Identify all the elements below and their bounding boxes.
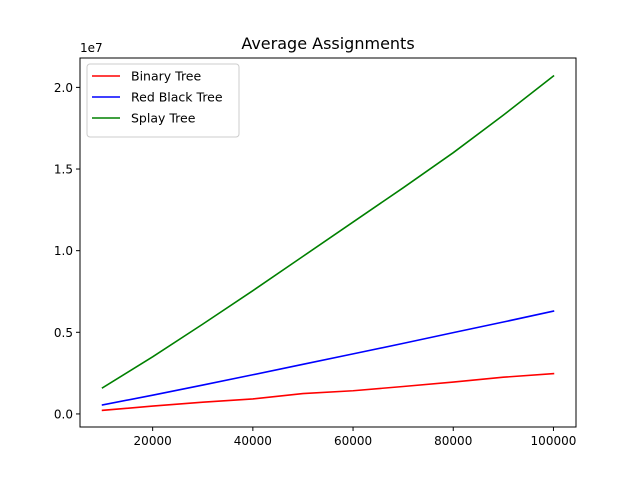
legend-label: Red Black Tree xyxy=(131,90,223,105)
legend: Binary Tree Red Black Tree Splay Tree xyxy=(86,63,240,138)
y-tick-label: 2.0 xyxy=(54,81,73,95)
legend-label: Binary Tree xyxy=(131,69,201,84)
y-offset-label: 1e7 xyxy=(80,41,103,55)
y-tick-label: 0.0 xyxy=(54,407,73,421)
y-tick-label: 0.5 xyxy=(54,326,73,340)
x-tick-label: 20000 xyxy=(134,434,172,448)
x-axis: 20000 40000 60000 80000 100000 xyxy=(134,427,577,448)
x-tick-label: 100000 xyxy=(531,434,577,448)
chart-title: Average Assignments xyxy=(241,34,414,53)
series-line-binary-tree xyxy=(101,372,555,412)
x-tick-label: 80000 xyxy=(434,434,472,448)
x-tick-label: 60000 xyxy=(334,434,372,448)
series-line-red-black-tree xyxy=(101,310,555,406)
legend-label: Splay Tree xyxy=(131,111,196,126)
y-tick-label: 1.0 xyxy=(54,244,73,258)
y-tick-label: 1.5 xyxy=(54,163,73,177)
legend-box xyxy=(86,63,240,138)
series-line-splay-tree xyxy=(101,74,555,389)
x-tick-label: 40000 xyxy=(234,434,272,448)
series-layer xyxy=(101,74,555,412)
y-axis: 0.0 0.5 1.0 1.5 2.0 xyxy=(54,81,80,421)
plot-frame xyxy=(79,57,577,428)
